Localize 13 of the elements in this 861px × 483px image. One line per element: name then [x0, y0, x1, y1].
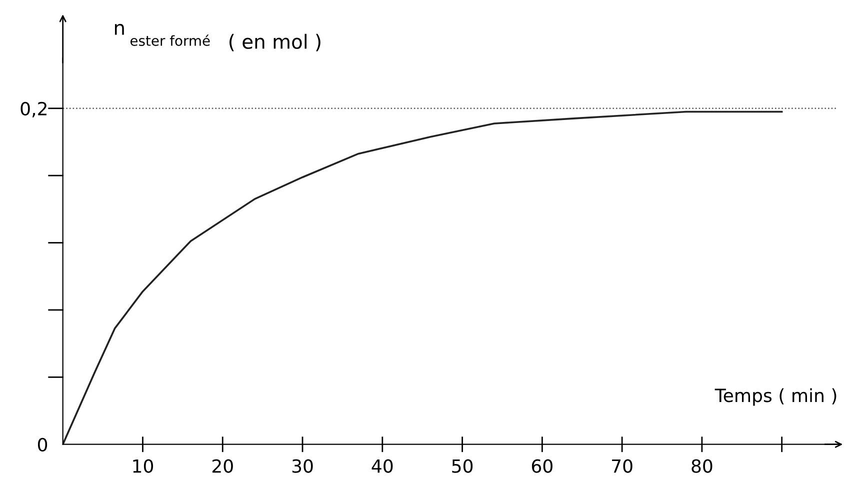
x-tick-label: 60: [532, 459, 552, 473]
x-tick-label: 80: [692, 459, 712, 473]
text: nester formé ( en mol ): [114, 24, 320, 52]
line-series: [62, 110, 783, 444]
x-tick-label: 20: [212, 459, 233, 473]
x-tick-label: 30: [292, 459, 313, 473]
y-tick-label: 0: [38, 438, 48, 452]
x-axis-title: Temps ( min ): [714, 388, 836, 406]
x-tick-label: 70: [612, 459, 632, 473]
x-tick-label: 40: [372, 459, 393, 473]
x-tick-label: 10: [133, 459, 154, 473]
y-tick-label: 0,2: [20, 102, 46, 118]
x-tick-label: 50: [452, 459, 473, 473]
